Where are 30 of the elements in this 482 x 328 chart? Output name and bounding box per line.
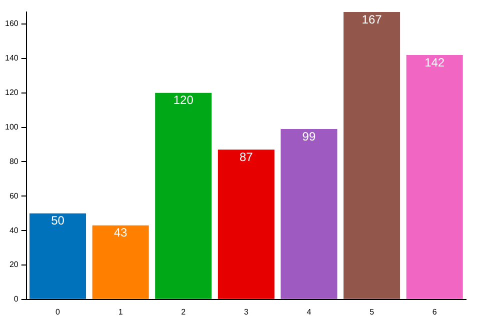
y-tick-label: 40 (9, 226, 19, 235)
data-label: 87 (239, 150, 254, 164)
data-label: 120 (173, 93, 194, 108)
data-label: 167 (362, 12, 382, 26)
bar (218, 150, 274, 299)
data-label: 43 (114, 226, 128, 240)
y-tick-label: 80 (9, 156, 19, 166)
x-tick-label: 6 (432, 307, 438, 316)
y-tick-label: 160 (4, 19, 19, 28)
x-tick-label: 3 (244, 307, 249, 316)
data-label: 142 (424, 55, 445, 70)
data-label: 50 (51, 214, 65, 228)
bar (155, 92, 212, 299)
y-tick-label: 100 (4, 122, 19, 132)
bar (29, 213, 86, 299)
bar (344, 12, 400, 299)
x-tick-label: 1 (118, 307, 124, 316)
y-tick-label: 20 (9, 260, 19, 270)
bar (280, 129, 338, 299)
bar (92, 225, 149, 299)
x-tick-label: 2 (181, 307, 186, 316)
x-tick-label: 0 (56, 307, 61, 316)
y-tick-label: 0 (14, 294, 19, 304)
data-label: 99 (302, 129, 316, 144)
y-tick-label: 140 (4, 54, 19, 63)
y-tick-label: 120 (4, 88, 19, 98)
bar (406, 55, 463, 299)
y-tick-label: 60 (9, 191, 19, 200)
x-tick-label: 4 (306, 307, 312, 316)
x-tick-label: 5 (370, 307, 375, 316)
